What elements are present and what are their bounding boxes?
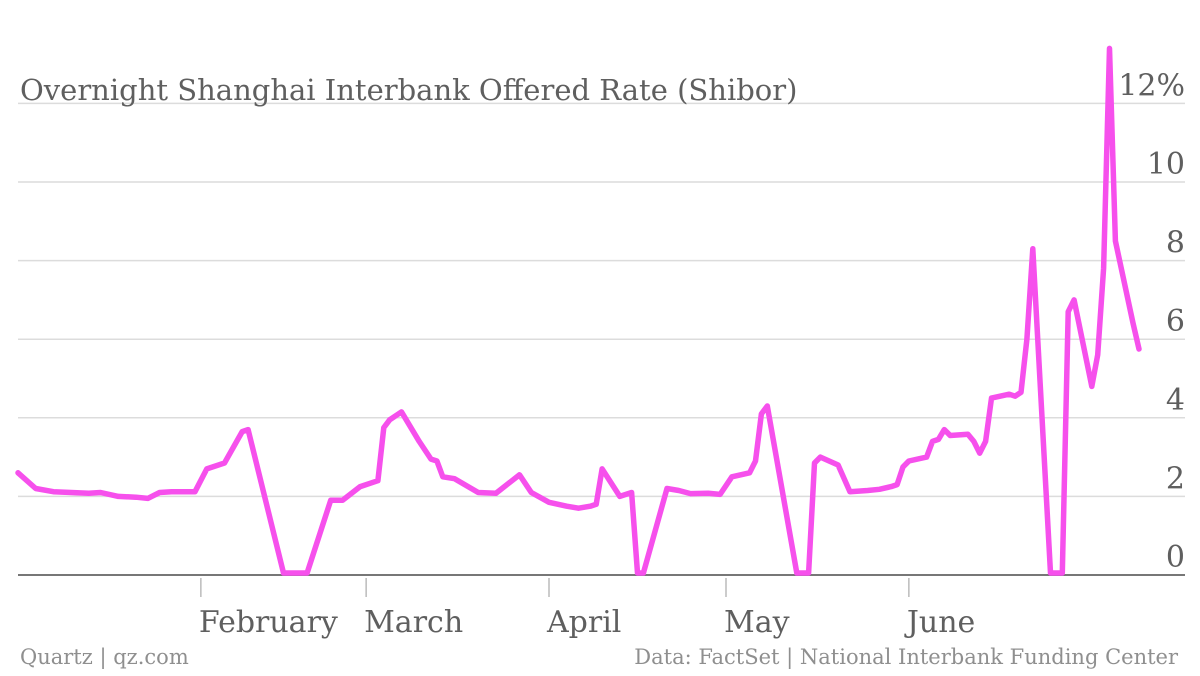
x-axis-ticks: February March April May June bbox=[199, 578, 975, 640]
y-tick-label: 2 bbox=[1166, 461, 1185, 496]
y-axis-ticks: 0 2 4 6 8 10 12% bbox=[1118, 68, 1185, 575]
x-tick-label: April bbox=[546, 605, 621, 640]
x-tick-label: June bbox=[904, 605, 975, 640]
y-tick-label: 6 bbox=[1166, 304, 1185, 339]
y-tick-label: 10 bbox=[1147, 147, 1185, 182]
x-tick-label: February bbox=[199, 605, 338, 640]
series-layer bbox=[15, 45, 1142, 576]
footer-source: Data: FactSet | National Interbank Fundi… bbox=[634, 645, 1178, 669]
x-tick-label: March bbox=[364, 605, 463, 640]
y-tick-label: 4 bbox=[1166, 383, 1185, 418]
x-tick-label: May bbox=[724, 605, 790, 640]
y-tick-label: 0 bbox=[1166, 540, 1185, 575]
gridlines bbox=[18, 102, 1185, 576]
chart-title: Overnight Shanghai Interbank Offered Rat… bbox=[20, 73, 797, 107]
series-line bbox=[15, 45, 1142, 576]
y-tick-label: 8 bbox=[1166, 226, 1185, 261]
y-tick-label: 12% bbox=[1118, 68, 1185, 103]
footer-credit: Quartz | qz.com bbox=[20, 645, 189, 669]
